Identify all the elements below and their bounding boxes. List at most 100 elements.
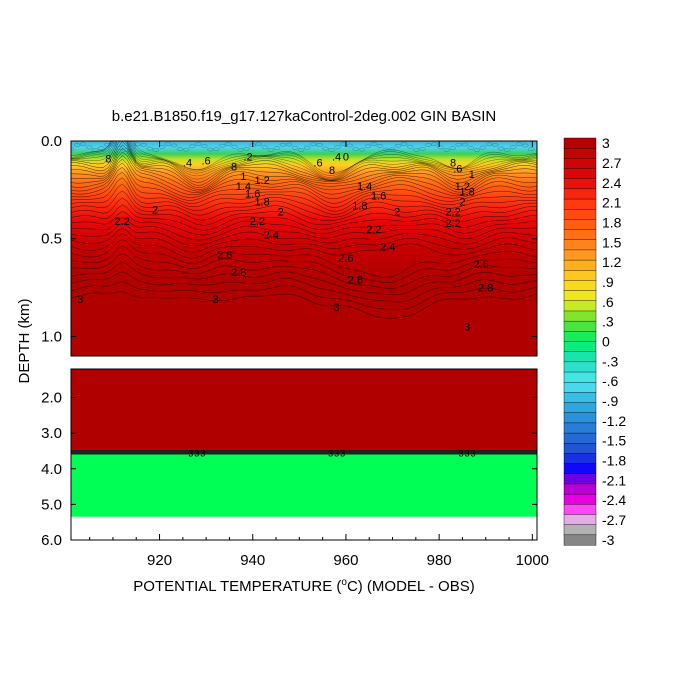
contour-line [71,141,537,174]
surface-contour [461,142,468,147]
surface-contour [188,144,196,149]
colorbar-box [563,320,597,332]
surface-contour [128,145,135,150]
surface-contour [122,148,129,152]
colorbar-box [563,178,597,190]
surface-contour [394,143,402,148]
colorbar-tick-label: 2.4 [602,175,622,191]
contour-line [71,141,537,181]
contour-line [71,281,537,311]
contour-line [71,262,537,296]
surface-contour [401,142,408,146]
surface-contour [437,145,444,150]
band-contour-label: 3 [328,449,333,459]
contour-label: 8 [105,154,111,166]
colorbar-box [563,341,597,353]
band-contour-label: 3 [188,449,193,459]
surface-contour [71,147,75,151]
surface-contour [407,144,414,149]
x-tick-label: 920 [147,552,172,569]
contour-label: 2.8 [478,283,493,295]
contour-label: .6 [313,157,322,169]
colorbar-box [563,198,597,210]
surface-contour [304,145,311,150]
surface-contour [134,142,141,147]
contour-label: 1.4 [236,181,251,193]
colorbar-box [563,229,597,241]
colorbar-box [563,412,597,424]
colorbar-box [563,351,597,363]
contour-label: 3 [464,322,470,334]
contour-label: .4 [183,157,192,169]
surface-contour [497,146,505,151]
band-contour-label: 3 [334,449,339,459]
contour-label: 3 [334,302,340,314]
contour-line [71,253,537,289]
y-axis-label: DEPTH (km) [16,299,33,384]
surface-contour [231,144,238,149]
contour-label: 0 [343,152,349,164]
upper-y-axis: 0.0 0.5 1.0 [41,133,537,345]
contour-line [71,151,537,194]
chart-title: b.e21.B1850.f19_g17.127kaControl-2deg.00… [112,108,496,125]
contour-label: 2.2 [250,216,265,228]
surface-contour [322,146,329,151]
surface-contour [340,142,347,146]
contour-line [71,148,537,192]
colorbar-tick-label: -1.2 [602,413,626,429]
surface-contour [358,147,365,152]
contour-label: 8 [231,161,237,173]
surface-contour [110,142,117,147]
contour-label: 2.6 [473,259,488,271]
band-contour-label: 3 [459,449,464,459]
colorbar-tick-label: -.3 [602,353,619,369]
colorbar-box [563,371,597,383]
contour-line [71,158,537,200]
contour-label: 1 [240,171,246,183]
contour-label: 2.4 [264,230,279,242]
colorbar-tick-label: -1.5 [602,433,626,449]
y-tick-label: 1.0 [41,328,62,345]
contour-label: 1.8 [459,187,474,199]
colorbar-box [563,382,597,393]
contour-line [71,177,537,215]
surface-contour [116,146,123,150]
contour-label: .6 [453,163,462,175]
contour-line [71,217,537,241]
contour-label: 2 [152,204,158,216]
contour-line [71,141,537,183]
colorbar-tick-label: 2.1 [602,195,622,211]
surface-contour [413,147,420,152]
contour-label: 2 [278,206,284,218]
colorbar-box [563,534,597,546]
colorbar-box [563,209,597,220]
surface-contour [213,147,220,152]
contour-line [71,171,537,212]
surface-contour [225,142,232,146]
contour-line [71,211,537,236]
colorbar-box [563,147,597,159]
contour-label: 8 [329,165,335,177]
surface-contour [285,142,293,147]
contour-label: 2.2 [445,218,460,230]
contour-line [71,222,537,247]
colorbar-box [563,188,597,200]
surface-contour [510,145,517,149]
colorbar-tick-label: 3 [602,135,610,151]
colorbar-tick-label: .6 [602,294,614,310]
contour-label: 1.8 [352,200,367,212]
colorbar-box [563,249,597,261]
contour-line [71,239,537,278]
contour-line [71,141,537,188]
surface-contour [364,144,371,149]
surface-contour [140,143,147,147]
lower-y-axis: 2.0 3.0 4.0 5.0 6.0 [41,390,537,549]
x-axis-label: POTENTIAL TEMPERATURE (oC) (MODEL - OBS) [133,577,474,595]
surface-contour [388,147,396,152]
colorbar-tick-label: 1.5 [602,234,622,250]
colorbar-tick-label: 1.8 [602,215,622,231]
surface-contour [346,143,353,148]
colorbar-box [563,259,597,271]
